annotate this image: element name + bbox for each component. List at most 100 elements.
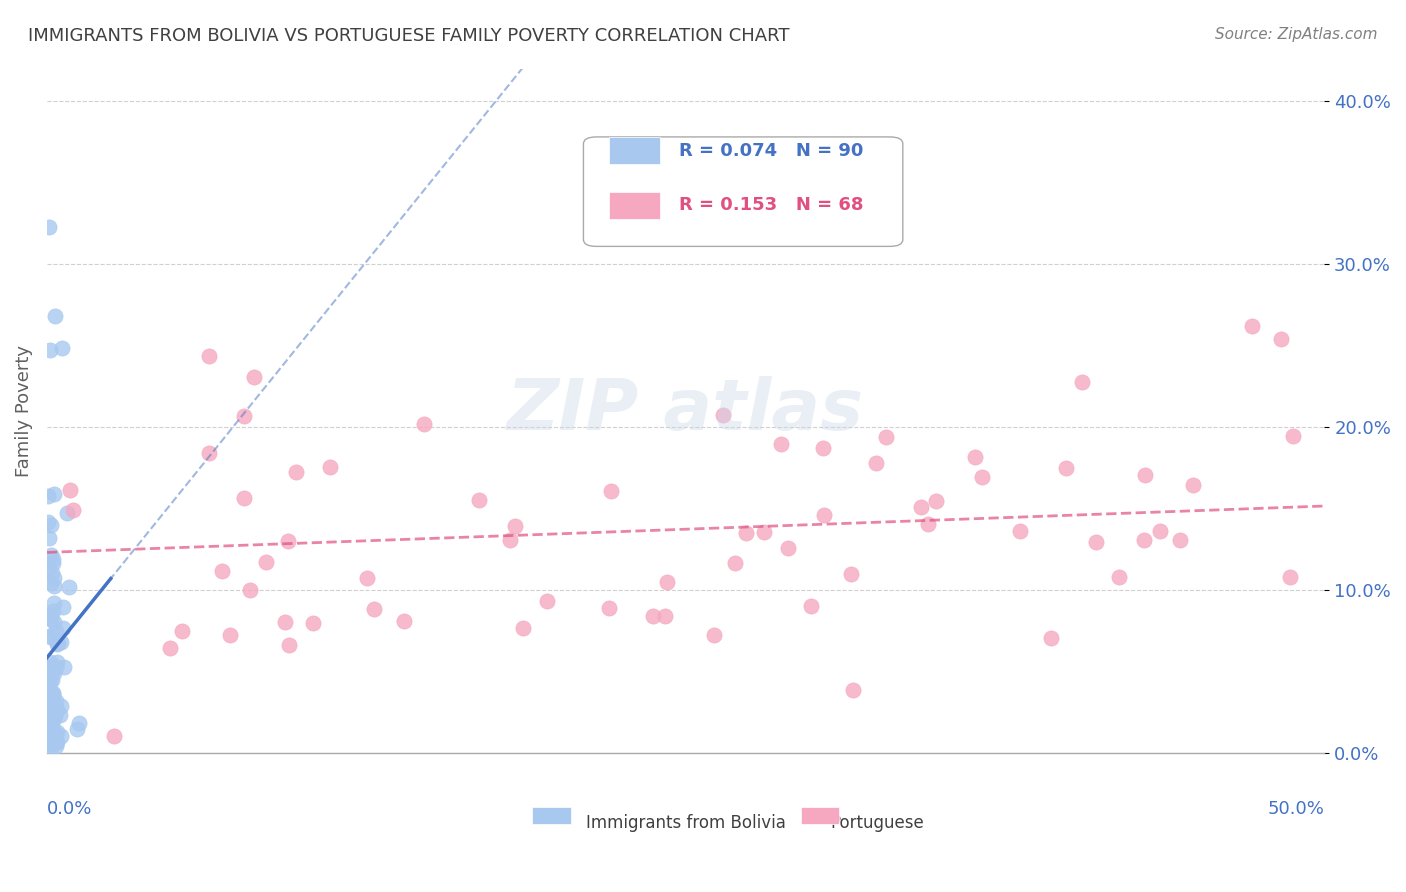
Point bbox=[38, 629, 60, 643]
Point bbox=[41, 697, 63, 711]
Point bbox=[865, 457, 887, 471]
Point bbox=[239, 583, 262, 598]
Point bbox=[46, 637, 69, 651]
Point bbox=[38, 737, 60, 751]
Point bbox=[45, 636, 67, 650]
Point bbox=[52, 621, 75, 635]
Point bbox=[37, 562, 59, 576]
Point bbox=[972, 470, 994, 484]
Point bbox=[277, 534, 299, 549]
Point bbox=[41, 566, 63, 580]
Point bbox=[319, 460, 342, 475]
Point bbox=[1240, 318, 1263, 333]
Point bbox=[811, 441, 834, 455]
Point bbox=[842, 682, 865, 697]
Point bbox=[302, 616, 325, 631]
Point bbox=[39, 660, 62, 674]
Point bbox=[198, 446, 221, 460]
Point bbox=[37, 666, 59, 681]
Point bbox=[42, 604, 65, 618]
Point bbox=[39, 674, 62, 689]
Point bbox=[45, 739, 67, 753]
Point bbox=[45, 735, 67, 749]
FancyBboxPatch shape bbox=[583, 137, 903, 246]
Point bbox=[713, 408, 735, 422]
Point bbox=[285, 465, 308, 479]
Point bbox=[38, 219, 60, 234]
Text: Portuguese: Portuguese bbox=[831, 814, 924, 832]
Point bbox=[769, 437, 792, 451]
Point bbox=[42, 687, 65, 701]
Point bbox=[41, 673, 63, 687]
Point bbox=[1132, 533, 1154, 547]
Point bbox=[39, 612, 62, 626]
Point bbox=[39, 706, 62, 721]
Point bbox=[45, 734, 67, 748]
Point bbox=[49, 635, 72, 649]
Point bbox=[38, 655, 60, 669]
Point bbox=[1108, 570, 1130, 584]
Point bbox=[46, 636, 69, 650]
Point bbox=[44, 615, 66, 630]
Point bbox=[41, 686, 63, 700]
Point bbox=[44, 309, 66, 323]
Text: 50.0%: 50.0% bbox=[1268, 800, 1324, 819]
Point bbox=[42, 596, 65, 610]
Point bbox=[233, 409, 256, 423]
Point bbox=[752, 524, 775, 539]
Point bbox=[37, 736, 59, 750]
Point bbox=[38, 666, 60, 681]
Point bbox=[39, 549, 62, 563]
Point bbox=[910, 500, 932, 514]
Point bbox=[103, 729, 125, 743]
Point bbox=[39, 736, 62, 750]
Point bbox=[1071, 376, 1094, 390]
Point bbox=[1168, 533, 1191, 547]
Point bbox=[38, 608, 60, 623]
Point bbox=[925, 494, 948, 508]
Point bbox=[38, 745, 60, 759]
Point bbox=[1270, 332, 1292, 346]
Point bbox=[468, 492, 491, 507]
Point bbox=[39, 711, 62, 725]
Point bbox=[776, 541, 799, 556]
Point bbox=[41, 690, 63, 704]
Point bbox=[39, 722, 62, 736]
Point bbox=[42, 571, 65, 585]
Point bbox=[1182, 478, 1205, 492]
Bar bbox=[800, 807, 839, 824]
Point bbox=[274, 615, 297, 629]
Point bbox=[51, 699, 73, 714]
Point bbox=[243, 370, 266, 384]
Point bbox=[44, 662, 66, 676]
Point bbox=[254, 555, 277, 569]
Point bbox=[39, 690, 62, 705]
Point bbox=[45, 725, 67, 739]
Point bbox=[42, 579, 65, 593]
Point bbox=[42, 487, 65, 501]
Point bbox=[41, 717, 63, 731]
Point bbox=[1135, 467, 1157, 482]
Point bbox=[41, 695, 63, 709]
Text: R = 0.074   N = 90: R = 0.074 N = 90 bbox=[679, 142, 863, 160]
Point bbox=[1279, 570, 1302, 584]
Point bbox=[655, 574, 678, 589]
Point bbox=[41, 556, 63, 570]
Point bbox=[39, 733, 62, 747]
Point bbox=[800, 599, 823, 613]
Point bbox=[356, 571, 378, 585]
Point bbox=[39, 715, 62, 730]
Point bbox=[45, 656, 67, 670]
Point bbox=[37, 609, 59, 624]
Point bbox=[35, 660, 58, 674]
Point bbox=[512, 621, 534, 635]
Point bbox=[37, 515, 59, 529]
Point bbox=[392, 615, 415, 629]
Point bbox=[45, 624, 67, 639]
Point bbox=[53, 660, 76, 674]
Point bbox=[172, 624, 194, 639]
Point bbox=[724, 556, 747, 570]
Point bbox=[38, 531, 60, 545]
Point bbox=[51, 341, 73, 355]
Text: Immigrants from Bolivia: Immigrants from Bolivia bbox=[586, 814, 786, 832]
